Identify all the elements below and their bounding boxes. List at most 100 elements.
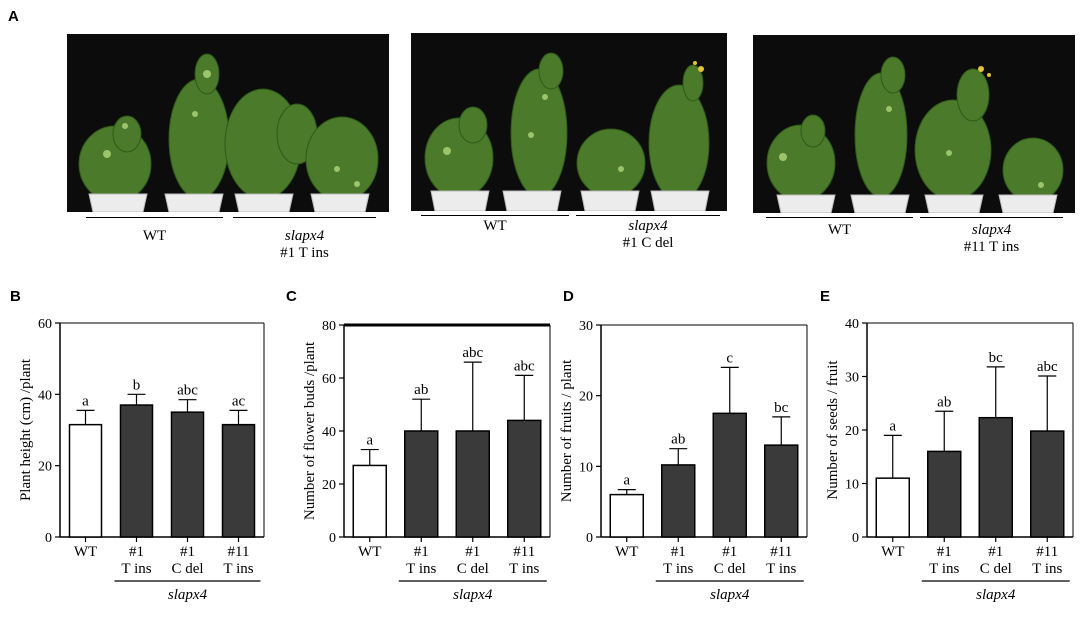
chart-b-ytick-label: 60 <box>38 317 52 332</box>
chart-c-category-label: #11 <box>513 544 535 560</box>
chart-e-category-label: T ins <box>929 561 959 577</box>
chart-b-category-label: T ins <box>223 561 253 577</box>
chart-e-ytick-label: 40 <box>845 317 859 332</box>
chart-c-category-label: C del <box>457 561 489 577</box>
chart-d-group-label: slapx4 <box>710 587 750 603</box>
chart-b-bar <box>119 404 154 538</box>
chart-c-category-label: T ins <box>406 561 436 577</box>
chart-b-bar <box>170 411 205 538</box>
chart-b-bar <box>221 423 256 538</box>
chart-e-category-label: #1 <box>937 544 952 560</box>
chart-d-bar <box>712 412 747 538</box>
chart-e-ytick-label: 0 <box>852 531 859 546</box>
chart-b-group-label: slapx4 <box>168 587 208 603</box>
chart-d-category-label: T ins <box>663 561 693 577</box>
panel-letter-c: C <box>286 288 297 305</box>
chart-b-significance-label: abc <box>177 383 198 399</box>
photo-1-mutant-line-id: #1 T ins <box>280 245 329 261</box>
photo-1-mutant-line <box>233 217 376 218</box>
chart-d-significance-label: c <box>726 350 733 366</box>
chart-b-category-label: #1 <box>129 544 144 560</box>
photo-1-wt-line <box>86 217 223 218</box>
chart-d-category-label: WT <box>615 544 638 560</box>
chart-c-category-label: #1 <box>465 544 480 560</box>
chart-d-bar <box>764 444 799 538</box>
chart-e-group-label: slapx4 <box>976 587 1016 603</box>
plant-photo-2-illustration <box>424 52 710 211</box>
chart-e-ytick-label: 20 <box>845 424 859 439</box>
photo-2-mutant-name: slapx4 <box>628 218 668 234</box>
plant-photo-1-illustration <box>78 53 379 212</box>
chart-c-bar <box>352 464 387 538</box>
chart-d-category-label: T ins <box>766 561 796 577</box>
chart-d-significance-label: a <box>623 473 630 489</box>
photo-2-wt-line <box>421 215 569 216</box>
chart-e-significance-label: bc <box>989 350 1004 366</box>
photo-2-mutant-label: slapx4 #1 C del <box>576 218 720 252</box>
chart-b-ytick-label: 20 <box>38 460 52 475</box>
chart-d-ylabel: Number of fruits / plant <box>559 359 575 502</box>
chart-d-ytick-label: 0 <box>586 531 593 546</box>
chart-d-significance-label: ab <box>671 432 685 448</box>
chart-e-bar <box>927 450 962 538</box>
photo-3-wt-line <box>766 217 913 218</box>
chart-c-ytick-label: 60 <box>322 372 336 387</box>
chart-e-bar <box>875 477 910 538</box>
chart-c-significance-label: abc <box>462 345 483 361</box>
chart-b-category-label: C del <box>171 561 203 577</box>
plant-photo-1 <box>67 34 389 212</box>
chart-d-bar <box>661 464 696 538</box>
chart-c-ytick-label: 80 <box>322 319 336 334</box>
chart-b-significance-label: a <box>82 393 89 409</box>
chart-b-ytick-label: 40 <box>38 388 52 403</box>
chart-d-category-label: #1 <box>722 544 737 560</box>
chart-d-ytick-label: 30 <box>579 319 593 334</box>
photo-2-mutant-line <box>576 215 720 216</box>
chart-e-category-label: WT <box>881 544 904 560</box>
chart-e-significance-label: ab <box>937 394 951 410</box>
chart-c-category-label: T ins <box>509 561 539 577</box>
chart-c-bar <box>507 419 542 538</box>
chart-c-category-label: WT <box>358 544 381 560</box>
chart-c-ytick-label: 0 <box>329 531 336 546</box>
photo-1-mutant-name: slapx4 <box>284 228 325 244</box>
chart-e-ytick-label: 30 <box>845 371 859 386</box>
photo-3-mutant-line <box>920 217 1063 218</box>
photo-3-mutant-name: slapx4 <box>971 222 1012 238</box>
chart-b-ylabel: Plant height (cm) /plant <box>18 358 34 501</box>
chart-e-category-label: C del <box>980 561 1012 577</box>
photo-2-wt-label: WT <box>483 218 507 234</box>
chart-c-category-label: #1 <box>414 544 429 560</box>
chart-c-ylabel: Number of flower buds /plant <box>302 341 318 520</box>
bar-chart-c: 0 20 40 60 80 Number of flower buds /plant a WT… <box>302 319 551 603</box>
chart-e-significance-label: a <box>889 418 896 434</box>
chart-b-category-label: #1 <box>180 544 195 560</box>
chart-b-significance-label: b <box>133 377 141 393</box>
chart-d-ytick-label: 10 <box>579 460 593 475</box>
chart-d-category-label: #1 <box>671 544 686 560</box>
chart-b-category-label: WT <box>74 544 97 560</box>
chart-c-significance-label: ab <box>414 382 428 398</box>
chart-c-ytick-label: 20 <box>322 478 336 493</box>
photo-3-mutant-line-id: #11 T ins <box>963 239 1020 255</box>
chart-d-ytick-label: 20 <box>579 390 593 405</box>
chart-e-bar <box>978 416 1013 538</box>
chart-c-bar <box>404 430 439 538</box>
plant-photo-3-illustration <box>766 56 1064 213</box>
chart-e-category-label: #1 <box>988 544 1003 560</box>
panel-letter-a: A <box>8 8 19 25</box>
panel-letter-b: B <box>10 288 21 305</box>
chart-d-category-label: #11 <box>770 544 792 560</box>
chart-c-ytick-label: 40 <box>322 425 336 440</box>
chart-d-significance-label: bc <box>774 400 789 416</box>
photo-1-wt-label: WT <box>142 228 167 244</box>
photo-1-mutant-label: slapx4 #1 T ins <box>233 228 376 262</box>
chart-b-category-label: T ins <box>121 561 151 577</box>
plant-photo-2 <box>411 33 727 211</box>
chart-b-category-label: #11 <box>228 544 250 560</box>
chart-e-ytick-label: 10 <box>845 478 859 493</box>
photo-3-mutant-label: slapx4 #11 T ins <box>920 222 1063 256</box>
photo-3-wt-label: WT <box>827 222 852 238</box>
photo-2-mutant-line-id: #1 C del <box>622 235 674 251</box>
